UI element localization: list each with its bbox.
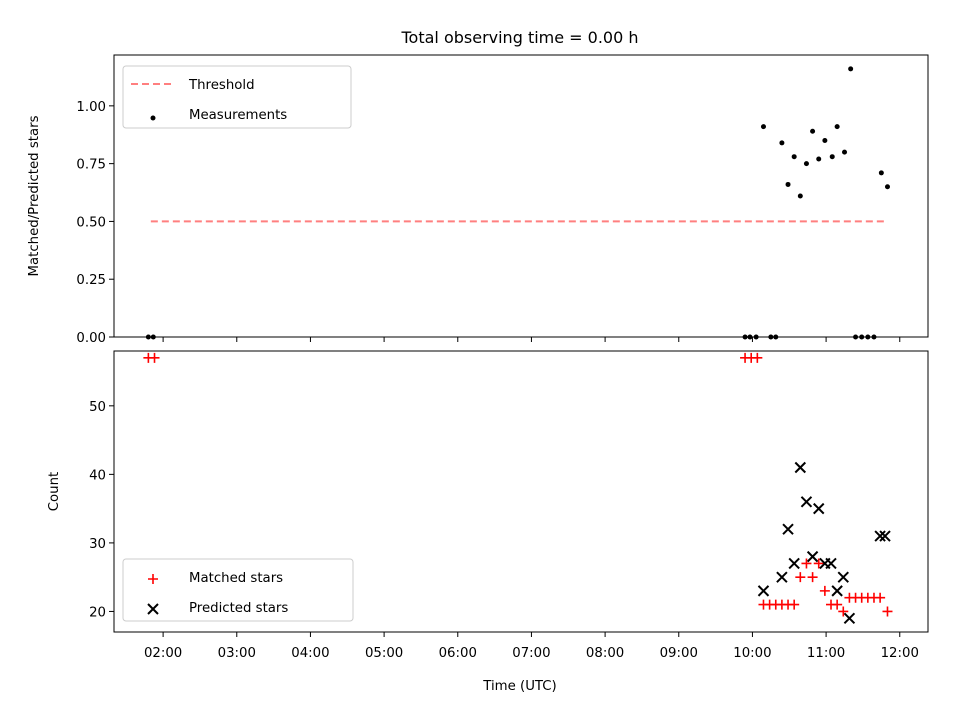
data-point xyxy=(800,496,813,508)
data-point xyxy=(837,571,849,583)
y-tick-label: 0.00 xyxy=(76,331,106,346)
data-point xyxy=(797,193,803,199)
x-tick-label: 08:00 xyxy=(586,646,624,661)
x-tick-label: 02:00 xyxy=(144,646,182,661)
chart-title: Total observing time = 0.00 h xyxy=(400,28,638,47)
data-point xyxy=(773,334,779,340)
y-axis-label: Matched/Predicted stars xyxy=(27,115,42,276)
y-tick-label: 0.25 xyxy=(76,273,106,288)
data-point xyxy=(147,603,159,615)
x-tick-label: 09:00 xyxy=(660,646,698,661)
data-point xyxy=(747,334,753,340)
data-point xyxy=(150,334,156,340)
x-tick-label: 03:00 xyxy=(218,646,256,661)
legend-label: Measurements xyxy=(189,108,287,123)
data-point xyxy=(807,572,818,583)
y-tick-label: 0.50 xyxy=(76,215,106,230)
data-point xyxy=(874,530,886,542)
data-point xyxy=(848,66,854,72)
x-tick-label: 10:00 xyxy=(733,646,771,661)
data-point xyxy=(148,574,158,584)
x-tick-label: 06:00 xyxy=(439,646,477,661)
data-point xyxy=(779,140,785,146)
data-point xyxy=(753,334,759,340)
y-tick-label: 50 xyxy=(89,400,106,415)
y-tick-label: 1.00 xyxy=(76,100,106,115)
data-point xyxy=(768,334,774,340)
x-tick-label: 11:00 xyxy=(807,646,845,661)
data-point xyxy=(878,170,884,176)
data-point xyxy=(785,181,791,187)
y-tick-label: 30 xyxy=(89,537,106,552)
plot-frame xyxy=(113,350,929,633)
legend-label: Predicted stars xyxy=(189,601,288,616)
data-point xyxy=(816,156,822,162)
data-point xyxy=(813,558,824,569)
y-axis-label: Count xyxy=(47,472,62,512)
data-point xyxy=(760,124,766,130)
data-point xyxy=(782,523,794,535)
legend-box xyxy=(122,65,352,129)
data-point xyxy=(794,461,807,474)
data-point xyxy=(838,606,849,617)
data-point xyxy=(757,585,770,597)
data-point xyxy=(803,161,809,167)
x-tick-label: 04:00 xyxy=(291,646,329,661)
data-point xyxy=(806,550,819,563)
data-point xyxy=(875,592,886,603)
legend-box xyxy=(122,558,354,622)
data-point xyxy=(752,352,763,363)
data-point xyxy=(791,154,797,160)
data-point xyxy=(832,599,843,610)
data-point xyxy=(831,585,843,597)
data-point xyxy=(853,334,859,340)
data-point xyxy=(145,334,151,340)
data-point xyxy=(810,128,816,134)
data-point xyxy=(795,572,806,583)
x-tick-label: 12:00 xyxy=(881,646,919,661)
data-point xyxy=(865,334,871,340)
data-point xyxy=(776,571,788,583)
x-tick-label: 07:00 xyxy=(512,646,550,661)
data-point xyxy=(843,612,856,625)
data-point xyxy=(801,558,812,569)
plot-frame xyxy=(113,54,929,338)
data-point xyxy=(829,154,835,160)
data-point xyxy=(879,530,891,542)
data-point xyxy=(822,138,828,144)
legend-label: Threshold xyxy=(188,78,255,93)
data-point xyxy=(788,557,800,570)
y-tick-label: 0.75 xyxy=(76,158,106,173)
data-point xyxy=(819,585,830,596)
data-point xyxy=(789,599,800,610)
x-axis-label: Time (UTC) xyxy=(482,679,557,694)
y-tick-label: 20 xyxy=(89,605,106,620)
data-point xyxy=(882,606,893,617)
x-tick-label: 05:00 xyxy=(365,646,403,661)
data-point xyxy=(884,184,890,190)
bottom-panel: 20 30 40 50 02:00 03:00 04:00 05:00 06:00 07:00 08… xyxy=(47,350,929,661)
data-point xyxy=(813,502,825,515)
data-point xyxy=(842,149,848,155)
data-point xyxy=(834,124,840,130)
data-point xyxy=(825,557,837,570)
top-panel: 0.00 0.25 0.50 0.75 1.00 Matched/Predicted st… xyxy=(27,54,929,346)
data-point xyxy=(150,115,156,121)
data-point xyxy=(871,334,877,340)
y-tick-label: 40 xyxy=(89,468,106,483)
data-point xyxy=(742,334,748,340)
legend-label: Matched stars xyxy=(189,571,283,586)
data-point xyxy=(149,352,160,363)
data-point xyxy=(859,334,865,340)
